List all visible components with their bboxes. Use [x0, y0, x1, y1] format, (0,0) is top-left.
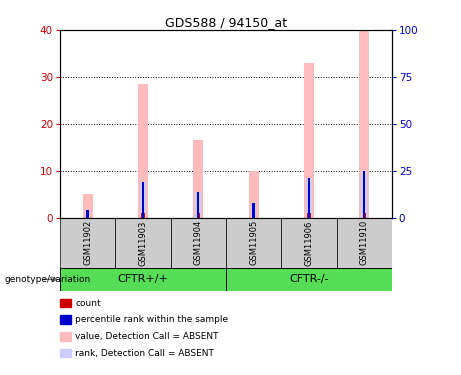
- Bar: [306, 178, 312, 218]
- Bar: [138, 84, 148, 218]
- Bar: [85, 210, 90, 218]
- Bar: [83, 194, 93, 217]
- Bar: [307, 213, 311, 217]
- Bar: [142, 182, 144, 218]
- Bar: [60, 217, 115, 268]
- Bar: [361, 171, 367, 217]
- Bar: [115, 217, 171, 268]
- Text: count: count: [75, 298, 101, 307]
- Bar: [251, 203, 256, 217]
- Bar: [337, 217, 392, 268]
- Bar: [197, 192, 199, 217]
- Bar: [196, 213, 200, 217]
- Bar: [226, 217, 281, 268]
- Bar: [141, 213, 145, 217]
- Text: percentile rank within the sample: percentile rank within the sample: [75, 315, 228, 324]
- Text: GSM11903: GSM11903: [138, 220, 148, 266]
- Bar: [281, 217, 337, 268]
- Bar: [195, 192, 201, 217]
- Text: CFTR-/-: CFTR-/-: [289, 274, 329, 284]
- Bar: [171, 217, 226, 268]
- Bar: [248, 171, 259, 217]
- Text: GSM11902: GSM11902: [83, 220, 92, 266]
- Text: GSM11905: GSM11905: [249, 220, 258, 266]
- Bar: [86, 213, 89, 217]
- Bar: [362, 213, 366, 217]
- Bar: [140, 182, 146, 218]
- Bar: [308, 178, 310, 218]
- Bar: [252, 213, 255, 217]
- Bar: [87, 210, 89, 218]
- Bar: [60, 268, 226, 291]
- Text: genotype/variation: genotype/variation: [5, 275, 91, 284]
- Text: GSM11910: GSM11910: [360, 220, 369, 266]
- Bar: [304, 63, 314, 217]
- Bar: [359, 30, 369, 217]
- Text: rank, Detection Call = ABSENT: rank, Detection Call = ABSENT: [75, 349, 214, 358]
- Bar: [226, 268, 392, 291]
- Bar: [363, 171, 365, 217]
- Bar: [193, 140, 203, 218]
- Text: value, Detection Call = ABSENT: value, Detection Call = ABSENT: [75, 332, 219, 341]
- Bar: [253, 203, 254, 217]
- Text: GSM11904: GSM11904: [194, 220, 203, 266]
- Text: GSM11906: GSM11906: [304, 220, 313, 266]
- Title: GDS588 / 94150_at: GDS588 / 94150_at: [165, 16, 287, 29]
- Text: CFTR+/+: CFTR+/+: [118, 274, 168, 284]
